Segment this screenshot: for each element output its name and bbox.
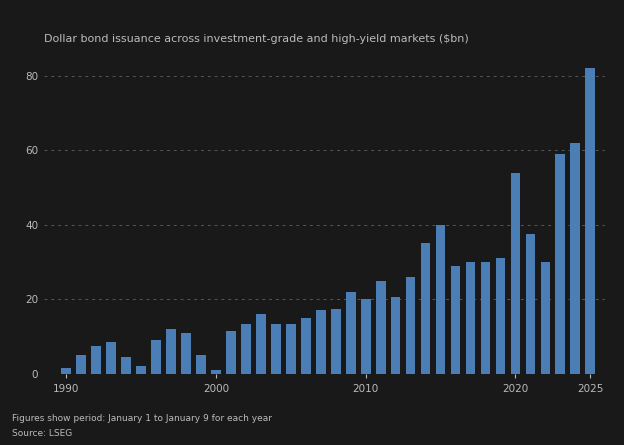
Bar [555,154,565,374]
Bar [480,262,490,374]
Bar [316,311,326,374]
Bar [211,370,221,374]
Bar [106,342,116,374]
Bar [495,258,505,374]
Bar [346,292,356,374]
Bar [436,225,446,374]
Bar [151,340,161,374]
Bar [181,333,191,374]
Bar [361,299,371,374]
Bar [196,355,206,374]
Bar [61,368,71,374]
Bar [241,324,251,374]
Bar [421,243,431,374]
Bar [301,318,311,374]
Bar [451,266,461,374]
Bar [331,308,341,374]
Bar [271,324,281,374]
Text: Source: LSEG: Source: LSEG [12,429,73,438]
Bar [525,234,535,374]
Bar [166,329,176,374]
Bar [585,68,595,374]
Text: Figures show period: January 1 to January 9 for each year: Figures show period: January 1 to Januar… [12,413,273,422]
Bar [226,331,236,374]
Bar [570,143,580,374]
Bar [466,262,475,374]
Text: Dollar bond issuance across investment-grade and high-yield markets ($bn): Dollar bond issuance across investment-g… [44,34,469,44]
Bar [136,366,146,374]
Bar [256,314,266,374]
Bar [76,355,86,374]
Bar [376,281,386,374]
Bar [91,346,101,374]
Bar [391,297,401,374]
Bar [286,324,296,374]
Bar [121,357,131,374]
Bar [510,173,520,374]
Bar [540,262,550,374]
Bar [406,277,416,374]
